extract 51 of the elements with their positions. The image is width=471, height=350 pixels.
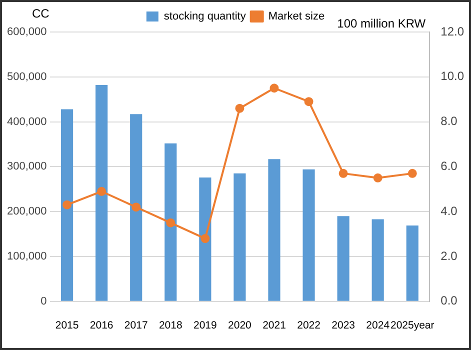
bar: [234, 173, 246, 301]
bar: [199, 177, 212, 301]
bar: [60, 109, 74, 301]
x-tick-label: 2024: [366, 320, 390, 332]
x-tick-label: 2025year: [390, 320, 435, 332]
y2-tick-label: 10.0: [440, 69, 464, 84]
x-tick-label: 2023: [332, 320, 356, 332]
bar: [130, 114, 142, 301]
x-tick-label: 2016: [90, 320, 114, 332]
point: [62, 200, 72, 210]
point: [304, 97, 314, 106]
y2-tick-label: 8.0: [440, 114, 458, 128]
bar: [372, 219, 384, 301]
bar: [268, 159, 280, 301]
x-tick-label: 2020: [228, 320, 252, 332]
bar: [406, 226, 418, 301]
y2-tick-label: 2.0: [440, 248, 458, 263]
y-tick-label: 0: [40, 295, 47, 308]
y2-tick-label: 12.0: [440, 24, 464, 38]
x-tick-label: 2015: [55, 320, 79, 332]
bar: [96, 84, 108, 301]
y-tick-label: 300,000: [6, 160, 47, 173]
x-tick-label: 2017: [124, 320, 148, 332]
bar: [302, 169, 315, 301]
bar: [164, 143, 177, 301]
legend-label: Market size: [268, 10, 325, 23]
x-tick-label: 2019: [193, 320, 218, 332]
point: [97, 186, 106, 196]
x-tick-label: 2018: [158, 320, 182, 332]
y-tick-label: 400,000: [6, 116, 47, 128]
point: [166, 218, 176, 228]
point: [200, 234, 210, 244]
x-tick-label: 2021: [262, 320, 286, 332]
y2-axis-title: 100 million KRW: [337, 16, 426, 30]
y2-tick-label: 0.0: [440, 294, 458, 308]
y-tick-label: 200,000: [6, 206, 47, 218]
point: [270, 84, 279, 93]
y-tick-label: 100,000: [6, 250, 47, 263]
y-axis-title: CC: [32, 6, 50, 20]
y2-tick-label: 6.0: [440, 159, 458, 174]
point: [338, 168, 348, 178]
point: [408, 168, 417, 178]
point: [235, 104, 244, 113]
y2-tick-label: 4.0: [440, 204, 458, 218]
point: [132, 202, 141, 212]
bar: [337, 216, 350, 301]
y-tick-label: 500,000: [6, 70, 47, 83]
point: [373, 173, 382, 182]
legend-label: stocking quantity: [164, 10, 246, 23]
x-tick-label: 2022: [297, 320, 321, 332]
y-tick-label: 600,000: [6, 26, 47, 38]
